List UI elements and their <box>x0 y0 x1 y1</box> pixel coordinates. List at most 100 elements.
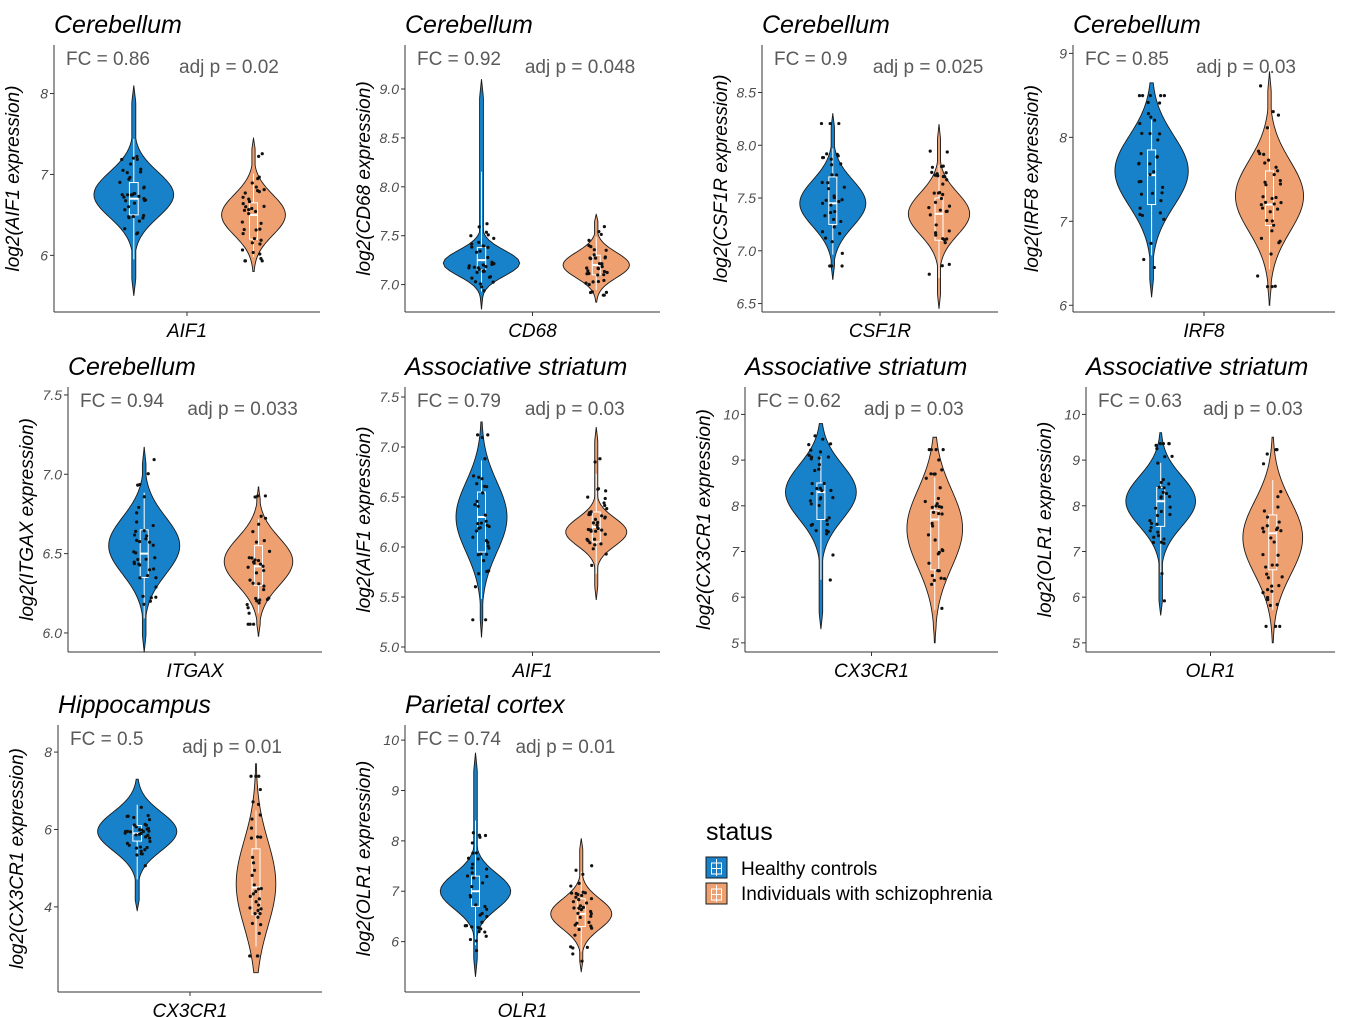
data-point <box>1265 595 1270 600</box>
data-point <box>1278 182 1283 186</box>
data-point <box>923 499 927 504</box>
violin-individuals-with-schizophrenia <box>550 838 613 973</box>
violin-healthy-controls <box>799 113 867 280</box>
data-point <box>138 828 142 832</box>
data-point <box>259 907 263 911</box>
data-point <box>842 185 846 189</box>
data-point <box>471 851 475 855</box>
y-tick-label: 10 <box>383 732 399 748</box>
data-point <box>601 293 605 297</box>
data-point <box>254 185 258 189</box>
data-point <box>1279 200 1283 205</box>
box-iqr <box>1268 514 1278 571</box>
data-point <box>260 152 264 156</box>
data-point <box>474 250 479 254</box>
data-point <box>153 556 157 560</box>
data-point <box>576 892 580 897</box>
violin-shape <box>907 124 971 309</box>
data-point <box>485 914 489 919</box>
data-point <box>819 121 824 126</box>
data-point <box>141 216 145 220</box>
data-point <box>1261 526 1265 530</box>
data-point <box>930 170 934 174</box>
data-point <box>576 911 580 915</box>
data-point <box>1261 462 1266 466</box>
panel-title: Cerebellum <box>1073 11 1201 39</box>
data-point <box>938 208 942 212</box>
data-point <box>146 833 150 837</box>
data-point <box>940 264 944 268</box>
y-tick-label: 6 <box>44 821 52 837</box>
adj-p-label: adj p = 0.03 <box>1203 399 1303 420</box>
data-point <box>258 598 262 602</box>
data-point <box>1274 624 1278 629</box>
data-point <box>927 447 931 452</box>
data-point <box>263 494 267 498</box>
data-point <box>837 121 841 126</box>
data-point <box>145 573 150 578</box>
data-point <box>486 544 490 548</box>
legend: status Healthy controls Individuals with… <box>705 818 993 905</box>
data-point <box>933 173 937 177</box>
data-point <box>1263 200 1268 204</box>
data-point <box>1148 94 1152 98</box>
data-point <box>483 904 487 909</box>
data-point <box>603 532 607 536</box>
data-point <box>477 833 482 837</box>
box-iqr <box>1147 149 1157 206</box>
data-point <box>470 841 474 845</box>
fold-change-label: FC = 0.92 <box>417 49 501 70</box>
data-point <box>1161 185 1165 189</box>
data-point <box>124 199 128 203</box>
data-point <box>1162 541 1166 545</box>
data-point <box>243 259 248 263</box>
data-point <box>1270 584 1274 588</box>
data-point <box>471 535 475 539</box>
y-axis-title: log2(AIF1 expression) <box>3 86 24 272</box>
y-tick-label: 6 <box>40 247 48 263</box>
data-point <box>1274 195 1278 200</box>
adj-p-label: adj p = 0.03 <box>525 399 625 420</box>
data-point <box>247 212 251 216</box>
violin-healthy-controls <box>1125 432 1196 616</box>
data-point <box>137 562 141 566</box>
data-point <box>940 512 944 516</box>
data-point <box>479 927 483 931</box>
data-point <box>947 229 951 233</box>
data-point <box>247 556 251 560</box>
data-point <box>924 476 928 480</box>
data-point <box>1152 535 1156 539</box>
data-point <box>252 868 257 872</box>
data-point <box>256 915 260 919</box>
data-point <box>141 594 145 598</box>
data-point <box>259 221 263 225</box>
data-point <box>143 822 147 826</box>
data-point <box>246 565 250 569</box>
data-point <box>256 887 261 891</box>
y-tick-label: 9 <box>391 782 399 798</box>
data-point <box>829 157 833 161</box>
data-point <box>242 227 246 232</box>
data-point <box>484 618 488 622</box>
violin-individuals-with-schizophrenia <box>562 213 630 303</box>
data-point <box>602 224 606 229</box>
data-point <box>484 519 488 523</box>
y-tick-label: 7.5 <box>380 389 400 405</box>
y-tick-label: 8 <box>1059 129 1067 145</box>
data-point <box>249 826 254 830</box>
data-point <box>824 529 829 533</box>
data-point <box>144 537 148 541</box>
data-point <box>240 248 245 252</box>
data-point <box>475 499 479 503</box>
data-point <box>1266 576 1270 580</box>
data-point <box>821 156 825 160</box>
data-point <box>471 474 476 478</box>
data-point <box>574 895 578 899</box>
data-point <box>254 540 259 544</box>
data-point <box>944 171 948 175</box>
data-point <box>1152 118 1157 122</box>
data-point <box>477 225 481 229</box>
violin-shape <box>108 446 181 653</box>
data-point <box>1279 529 1283 533</box>
data-point <box>146 826 151 831</box>
